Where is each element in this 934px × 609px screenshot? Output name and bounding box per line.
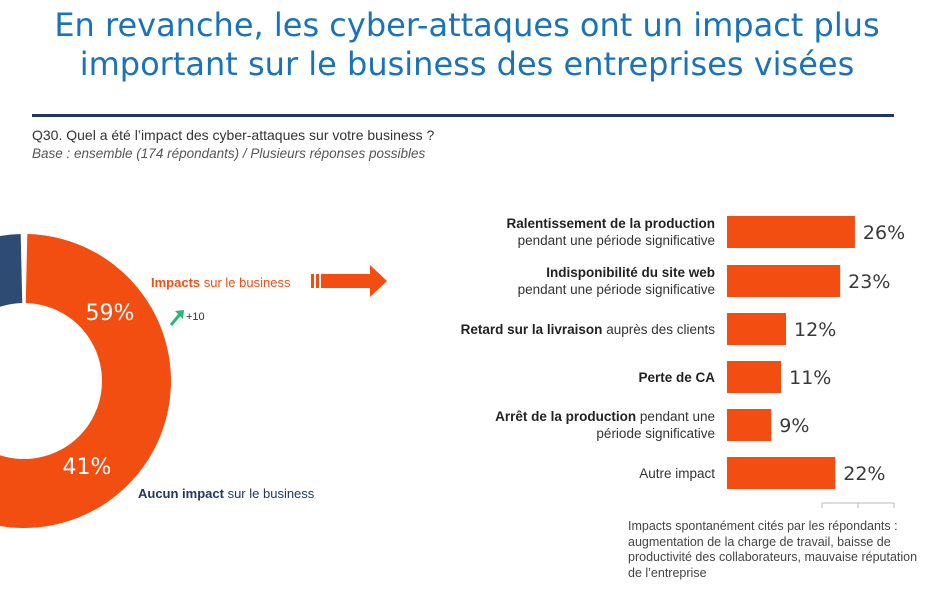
footnote: Impacts spontanément cités par les répon… bbox=[628, 519, 918, 580]
donut-slice-1 bbox=[0, 234, 23, 307]
trend-up-icon bbox=[169, 310, 184, 326]
bar-value-label-2: 12% bbox=[794, 319, 836, 341]
page-title: En revanche, les cyber-attaques ont un i… bbox=[54, 6, 880, 83]
bar-2 bbox=[727, 313, 787, 345]
no-impact-legend-label: Aucun impact sur le business bbox=[138, 486, 315, 501]
survey-question: Q30. Quel a été l’impact des cyber-attaq… bbox=[32, 127, 435, 143]
trend-value: +10 bbox=[186, 311, 205, 323]
bar-category-label-2: Retard sur la livraison auprès des clien… bbox=[460, 321, 715, 337]
title-divider bbox=[32, 114, 894, 117]
donut-value-label-1: 41% bbox=[63, 455, 112, 480]
impact-legend-label: Impacts sur le business bbox=[151, 275, 291, 290]
bar-value-label-1: 23% bbox=[848, 271, 890, 293]
survey-base: Base : ensemble (174 répondants) / Plusi… bbox=[32, 146, 426, 161]
bar-0 bbox=[727, 216, 855, 248]
arrow-icon bbox=[311, 265, 387, 297]
bar-chart: 26% 23% 12% 11% 9% 22% bbox=[727, 216, 905, 489]
bar-value-label-5: 22% bbox=[843, 463, 885, 485]
bar-5 bbox=[727, 457, 836, 489]
bar-category-label-1: Indisponibilité du site web pendant une p… bbox=[517, 265, 715, 297]
x-axis bbox=[821, 502, 895, 508]
bar-category-label-5: Autre impact bbox=[639, 465, 715, 481]
bar-value-label-0: 26% bbox=[863, 222, 905, 244]
bar-value-label-3: 11% bbox=[789, 367, 831, 389]
donut-chart: 59% 41% bbox=[0, 234, 171, 528]
bar-value-label-4: 9% bbox=[779, 415, 809, 437]
bar-category-label-0: Ralentissement de la production pendant u… bbox=[506, 216, 715, 248]
bar-4 bbox=[727, 409, 772, 441]
donut-slice-0 bbox=[0, 234, 171, 528]
donut-value-label-0: 59% bbox=[86, 301, 135, 326]
bar-3 bbox=[727, 361, 782, 393]
bar-category-label-3: Perte de CA bbox=[638, 369, 715, 385]
bar-category-label-4: Arrêt de la production pendant une pério… bbox=[495, 409, 715, 441]
bar-1 bbox=[727, 265, 841, 297]
